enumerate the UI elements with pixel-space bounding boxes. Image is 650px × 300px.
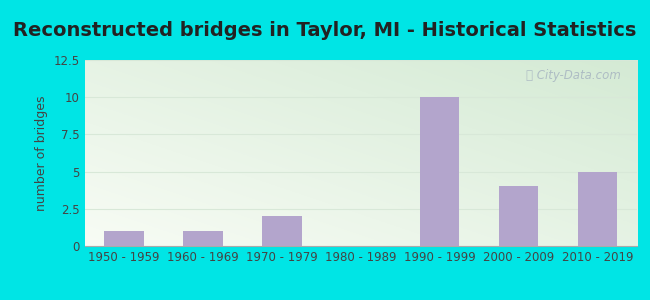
Bar: [420, 97, 460, 246]
Bar: [183, 231, 222, 246]
Y-axis label: number of bridges: number of bridges: [35, 95, 48, 211]
Bar: [104, 231, 144, 246]
Bar: [262, 216, 302, 246]
Text: ⓘ City-Data.com: ⓘ City-Data.com: [526, 69, 620, 82]
Text: Reconstructed bridges in Taylor, MI - Historical Statistics: Reconstructed bridges in Taylor, MI - Hi…: [13, 21, 637, 40]
Bar: [499, 187, 538, 246]
Bar: [578, 172, 618, 246]
